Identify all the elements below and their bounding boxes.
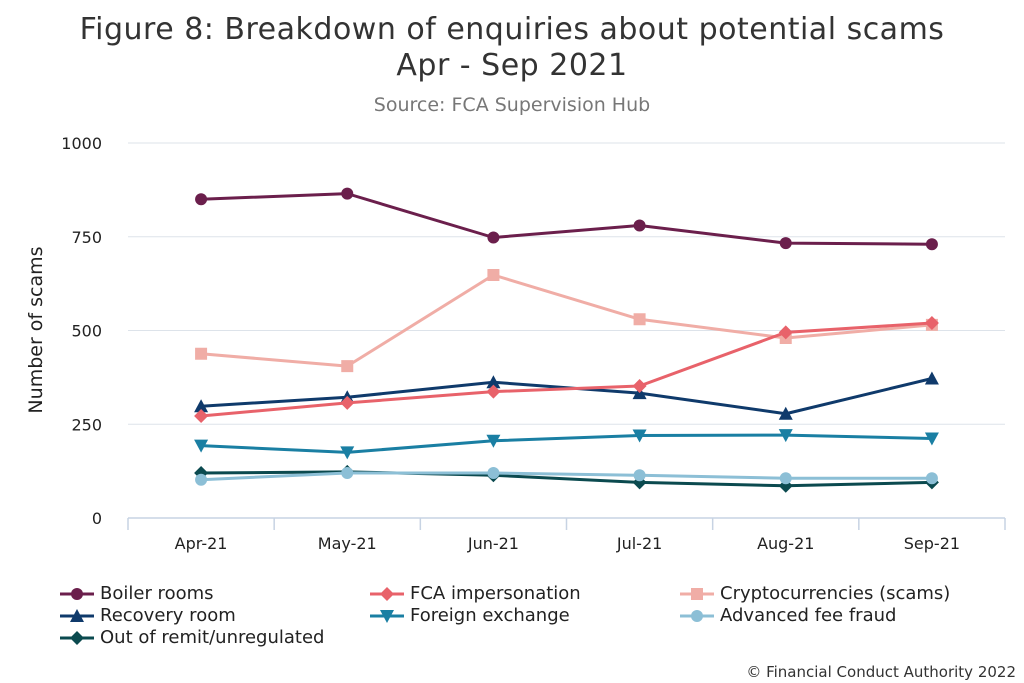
data-point-fca-impersonation [340, 395, 355, 410]
series-line-cryptocurrencies-scams [200, 273, 933, 368]
copyright-notice: © Financial Conduct Authority 2022 [746, 663, 1016, 681]
data-point-foreign-exchange [924, 432, 939, 446]
data-point-boiler-rooms [779, 237, 792, 250]
legend-item-boiler-rooms: Boiler rooms [60, 583, 214, 604]
legend-item-out-of-remit-unregulated: Out of remit/unregulated [60, 627, 324, 648]
series-line-fca-impersonation [200, 321, 933, 418]
chart-subtitle: Source: FCA Supervision Hub [373, 94, 651, 116]
data-point-advanced-fee-fraud [925, 472, 938, 485]
data-point-fca-impersonation [778, 325, 793, 340]
legend-item-advanced-fee-fraud: Advanced fee fraud [680, 605, 896, 626]
legend-label: Cryptocurrencies (scams) [720, 583, 951, 604]
y-tick-label: 750 [71, 228, 102, 247]
y-tick-label: 0 [92, 509, 102, 528]
y-tick-label: 500 [71, 322, 102, 341]
data-point-advanced-fee-fraud [487, 467, 500, 479]
legend-marker [70, 608, 84, 622]
data-point-recovery-room [194, 399, 209, 413]
data-point-fca-impersonation [486, 384, 501, 399]
data-point-boiler-rooms [487, 231, 500, 244]
legend-item-cryptocurrencies-scams: Cryptocurrencies (scams) [680, 583, 950, 604]
chart-title-line1: Figure 8: Breakdown of enquiries about p… [79, 12, 945, 47]
series-line-advanced-fee-fraud [201, 471, 932, 482]
legend-marker [691, 609, 703, 622]
data-point-cryptocurrencies-scams [487, 269, 500, 281]
x-tick-label: May-21 [318, 534, 377, 553]
legend-swatch [680, 587, 714, 600]
data-point-boiler-rooms [633, 219, 646, 232]
x-tick-label: Jun-21 [467, 534, 519, 553]
legend-swatch [680, 609, 714, 622]
data-point-foreign-exchange [778, 429, 793, 443]
legend-swatch [370, 609, 404, 623]
x-tick-label: Sep-21 [904, 534, 960, 553]
data-point-cryptocurrencies-scams [633, 313, 646, 326]
chart-title-line2: Apr - Sep 2021 [396, 48, 628, 83]
legend-swatch [60, 630, 94, 645]
data-point-foreign-exchange [632, 429, 647, 443]
data-point-advanced-fee-fraud [195, 473, 208, 486]
legend-label: Out of remit/unregulated [100, 627, 325, 648]
data-point-foreign-exchange [340, 446, 355, 460]
legend-swatch [60, 587, 94, 600]
data-point-foreign-exchange [194, 439, 209, 453]
legend-label: Advanced fee fraud [720, 605, 897, 626]
x-tick-label: Apr-21 [175, 534, 228, 553]
data-point-advanced-fee-fraud [779, 472, 792, 485]
legend-label: Boiler rooms [100, 583, 214, 604]
y-tick-label: 250 [71, 415, 102, 434]
legend-label: Foreign exchange [410, 605, 570, 626]
data-point-foreign-exchange [486, 434, 501, 448]
data-point-fca-impersonation [632, 379, 647, 393]
legend-label: Recovery room [100, 605, 236, 626]
legend-swatch [370, 586, 404, 601]
legend-label: FCA impersonation [410, 583, 581, 604]
series-line-foreign-exchange [201, 433, 932, 454]
data-point-advanced-fee-fraud [633, 469, 646, 482]
data-point-recovery-room [486, 375, 501, 389]
series-line-boiler-rooms [201, 192, 932, 246]
data-point-fca-impersonation [924, 316, 939, 330]
series-line-out-of-remit-unregulated [201, 470, 932, 488]
data-point-boiler-rooms [195, 193, 208, 206]
y-axis-label: Number of scams [25, 246, 47, 413]
y-tick-label: 1000 [61, 134, 102, 153]
legend-marker [380, 586, 394, 601]
legend-item-recovery-room: Recovery room [60, 605, 236, 626]
data-point-cryptocurrencies-scams [341, 360, 354, 373]
legend-marker [380, 609, 394, 623]
data-point-advanced-fee-fraud [341, 467, 354, 479]
legend-marker [71, 587, 83, 600]
data-point-recovery-room [778, 406, 793, 420]
legend-marker [691, 587, 703, 600]
data-point-cryptocurrencies-scams [195, 347, 208, 360]
legend-marker [70, 630, 84, 645]
legend-item-fca-impersonation: FCA impersonation [370, 583, 581, 604]
data-point-recovery-room [924, 371, 939, 385]
x-tick-label: Jul-21 [616, 534, 662, 553]
data-point-boiler-rooms [925, 238, 938, 251]
legend-swatch [60, 608, 94, 622]
data-point-boiler-rooms [341, 187, 354, 200]
x-tick-label: Aug-21 [757, 534, 814, 553]
line-chart: 0 250 500 750 1000 Apr-21 May-21 Jun-21 Jul-21 Au… [25, 134, 1006, 553]
series-line-recovery-room [200, 377, 933, 416]
data-point-fca-impersonation [194, 409, 209, 423]
legend-item-foreign-exchange: Foreign exchange [370, 605, 570, 626]
